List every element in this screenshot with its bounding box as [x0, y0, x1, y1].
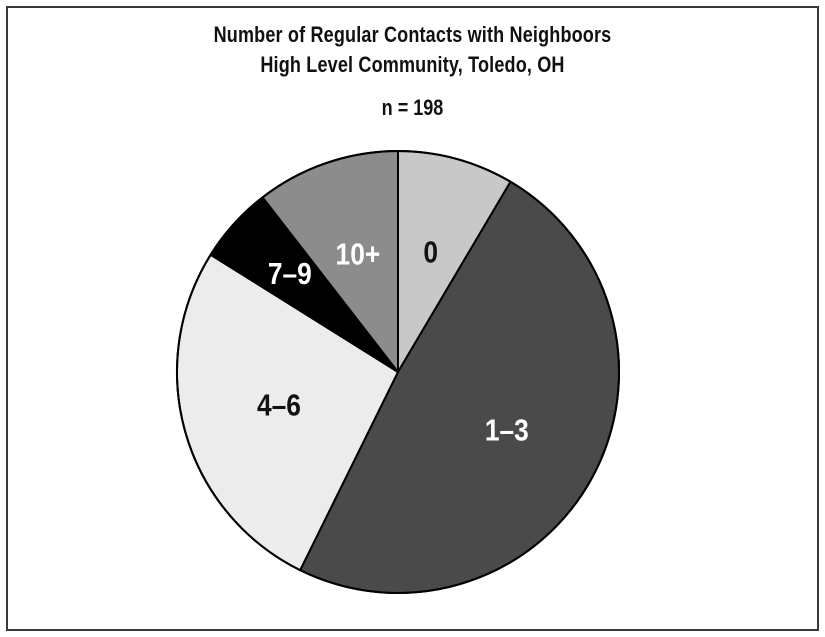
chart-title-line1: Number of Regular Contacts with Neighboo… — [213, 22, 612, 47]
pie-slice-label-1: 1–3 — [485, 414, 529, 448]
pie-slice-label-3: 7–9 — [268, 257, 312, 291]
pie-slice-label-2: 4–6 — [257, 389, 301, 423]
pie-slice-label-0: 0 — [423, 235, 438, 269]
chart-title-line2: High Level Community, Toledo, OH — [260, 52, 565, 77]
pie-outline — [176, 150, 620, 594]
sample-size-label: n = 198 — [381, 95, 444, 120]
pie-slice-label-4: 10+ — [336, 238, 381, 272]
